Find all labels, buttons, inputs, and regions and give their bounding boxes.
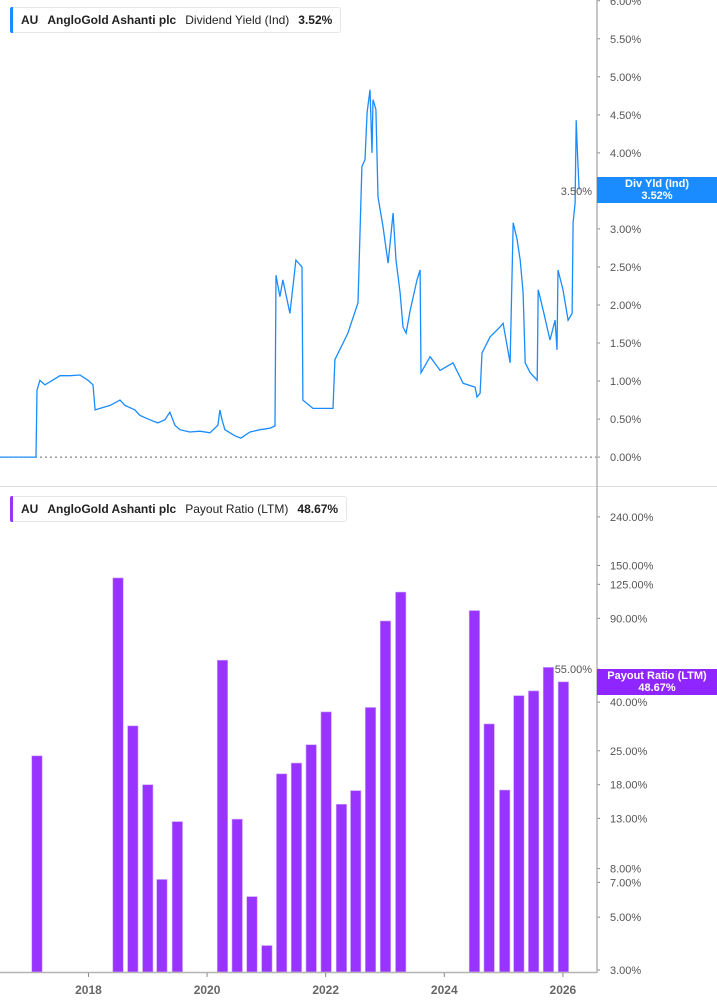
y-tick-label: 2.00%	[610, 300, 641, 312]
payout-bar	[261, 945, 273, 973]
y-tick-label: 4.50%	[610, 110, 641, 122]
series-color-swatch	[10, 7, 13, 33]
y-tick-label: 150.00%	[610, 560, 654, 572]
y-tick-label: 3.50%	[561, 186, 592, 198]
payout-bar	[127, 725, 139, 973]
y-tick-label: 90.00%	[610, 613, 648, 625]
y-tick-label: 5.00%	[610, 72, 641, 84]
payout-ratio-panel	[31, 577, 569, 973]
payout-bar	[216, 659, 228, 973]
y-tick-label: 40.00%	[610, 697, 648, 709]
dividend-yield-panel	[0, 89, 597, 458]
y-tick-label: 0.50%	[610, 414, 641, 426]
payout-bar	[468, 610, 480, 973]
payout-bar	[542, 667, 554, 973]
payout-bar	[246, 896, 258, 973]
y-tick-label: 8.00%	[610, 864, 641, 876]
payout-bar	[350, 790, 362, 973]
x-tick-label: 2020	[194, 983, 221, 997]
payout-bar	[379, 620, 391, 973]
y-tick-label: 240.00%	[610, 512, 654, 524]
payout-bar	[483, 723, 495, 973]
payout-bar	[557, 681, 569, 973]
y-tick-label: 55.00%	[555, 664, 593, 676]
y-tick-label: 1.50%	[610, 338, 641, 350]
dividend-yield-last-value-tag: Div Yld (Ind) 3.52%	[597, 177, 717, 203]
payout-bar	[142, 784, 154, 973]
y-tick-label: 18.00%	[610, 780, 648, 792]
y-tick-label: 25.00%	[610, 746, 648, 758]
payout-bar	[156, 879, 168, 973]
legend-company: AngloGold Ashanti plc	[47, 13, 177, 27]
y-tick-label: 5.00%	[610, 912, 641, 924]
payout-bar	[365, 707, 377, 973]
payout-bar	[305, 744, 317, 973]
dividend-yield-line	[0, 89, 580, 458]
payout-bar	[320, 711, 332, 973]
tag-value: 3.52%	[641, 190, 673, 202]
y-tick-label: 3.00%	[610, 965, 641, 977]
tag-label: Payout Ratio (LTM)	[607, 670, 707, 682]
y-tick-label: 13.00%	[610, 813, 648, 825]
payout-bar	[31, 755, 43, 973]
payout-bar	[112, 577, 124, 973]
legend-metric: Dividend Yield (Ind)	[185, 13, 290, 27]
y-tick-label: 125.00%	[610, 579, 654, 591]
x-tick-label: 2024	[431, 983, 458, 997]
y-tick-label: 2.50%	[610, 262, 641, 274]
legend-metric: Payout Ratio (LTM)	[185, 502, 289, 516]
y-tick-label: 6.00%	[610, 0, 641, 8]
payout-bar	[171, 821, 183, 973]
x-tick-label: 2022	[312, 983, 339, 997]
dividend-yield-legend: AU AngloGold Ashanti plc Dividend Yield …	[10, 7, 342, 33]
payout-bar	[499, 789, 511, 973]
payout-ratio-legend: AU AngloGold Ashanti plc Payout Ratio (L…	[10, 496, 348, 522]
y-tick-label: 5.50%	[610, 34, 641, 46]
payout-bar	[276, 773, 288, 973]
tag-value: 48.67%	[638, 682, 676, 694]
legend-ticker: AU	[21, 502, 39, 516]
legend-value: 48.67%	[297, 502, 339, 516]
y-tick-label: 3.00%	[610, 224, 641, 236]
y-tick-label: 0.00%	[610, 452, 641, 464]
payout-bar	[335, 803, 347, 973]
payout-bar	[395, 591, 407, 973]
x-tick-label: 2018	[75, 983, 102, 997]
tag-label: Div Yld (Ind)	[625, 178, 689, 190]
legend-value: 3.52%	[298, 13, 333, 27]
y-tick-label: 7.00%	[610, 877, 641, 889]
payout-ratio-last-value-tag: Payout Ratio (LTM) 48.67%	[597, 669, 717, 695]
series-color-swatch	[10, 496, 13, 522]
y-tick-label: 1.00%	[610, 376, 641, 388]
y-tick-label: 4.00%	[610, 148, 641, 160]
payout-bar	[528, 690, 540, 973]
payout-bar	[290, 762, 302, 973]
legend-ticker: AU	[21, 13, 39, 27]
x-tick-label: 2026	[550, 983, 577, 997]
legend-company: AngloGold Ashanti plc	[47, 502, 177, 516]
payout-bar	[231, 818, 243, 973]
payout-bar	[513, 695, 525, 973]
